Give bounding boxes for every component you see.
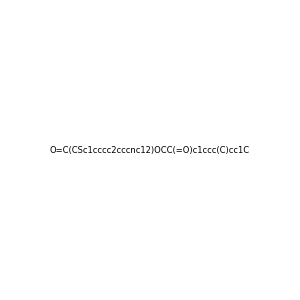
Text: O=C(CSc1cccc2cccnc12)OCC(=O)c1ccc(C)cc1C: O=C(CSc1cccc2cccnc12)OCC(=O)c1ccc(C)cc1C — [50, 146, 250, 154]
